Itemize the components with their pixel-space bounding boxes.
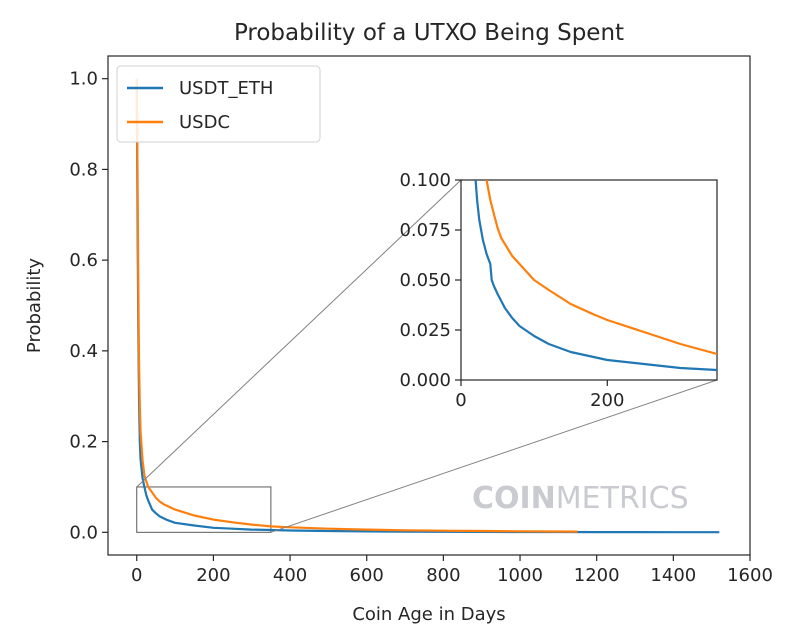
connector-line-top	[136, 179, 462, 488]
inset-y-tick-label: 0.025	[399, 320, 451, 341]
zoom-indicator-box	[136, 486, 272, 533]
main-y-tick-label: 0.4	[69, 341, 98, 362]
main-x-tick-label: 0	[131, 565, 142, 586]
main-x-tick-label: 1000	[497, 565, 543, 586]
zoom-connector-lines	[136, 179, 718, 533]
inset-series-line-1	[485, 180, 717, 356]
main-x-tick-label: 1400	[650, 565, 696, 586]
main-series-line-1	[135, 78, 578, 533]
legend-label-usdc: USDC	[179, 112, 230, 133]
inset-plot-frame	[460, 179, 718, 381]
inset-series-line-0	[474, 180, 717, 372]
inset-plot-area: 0 200 0.000 0.025 0.050 0.075 0.100	[399, 170, 718, 411]
inset-y-tick-label: 0.075	[399, 220, 451, 241]
inset-x-tick-label: 0	[455, 390, 466, 411]
main-x-tick-label: 600	[350, 565, 384, 586]
legend: USDT_ETH USDC	[116, 65, 321, 143]
inset-y-tick-label: 0.050	[399, 270, 451, 291]
x-axis-label: Coin Age in Days	[352, 604, 505, 625]
main-x-tick-label: 1200	[574, 565, 620, 586]
chart-title: Probability of a UTXO Being Spent	[234, 20, 624, 46]
svg-text:COINMETRICS: COINMETRICS	[472, 481, 689, 516]
legend-label-usdt-eth: USDT_ETH	[179, 78, 273, 99]
main-y-tick-label: 0.6	[69, 250, 98, 271]
watermark-light-text: METRICS	[556, 481, 689, 516]
main-x-tick-label: 800	[426, 565, 460, 586]
y-axis-label: Probability	[24, 258, 45, 353]
inset-y-tick-label: 0.100	[399, 170, 451, 191]
coinmetrics-watermark: COINMETRICS	[472, 481, 689, 516]
main-y-tick-label: 1.0	[69, 69, 98, 90]
inset-x-tick-label: 200	[590, 390, 624, 411]
main-x-tick-label: 200	[196, 565, 230, 586]
main-x-tick-label: 1600	[727, 565, 773, 586]
legend-box	[116, 65, 321, 143]
inset-y-tick-label: 0.000	[399, 370, 451, 391]
main-y-tick-label: 0.8	[69, 159, 98, 180]
watermark-bold-text: COIN	[472, 481, 556, 516]
main-y-tick-label: 0.2	[69, 432, 98, 453]
main-y-tick-label: 0.0	[69, 522, 98, 543]
connector-line-bottom	[270, 379, 718, 533]
main-x-tick-label: 400	[273, 565, 307, 586]
